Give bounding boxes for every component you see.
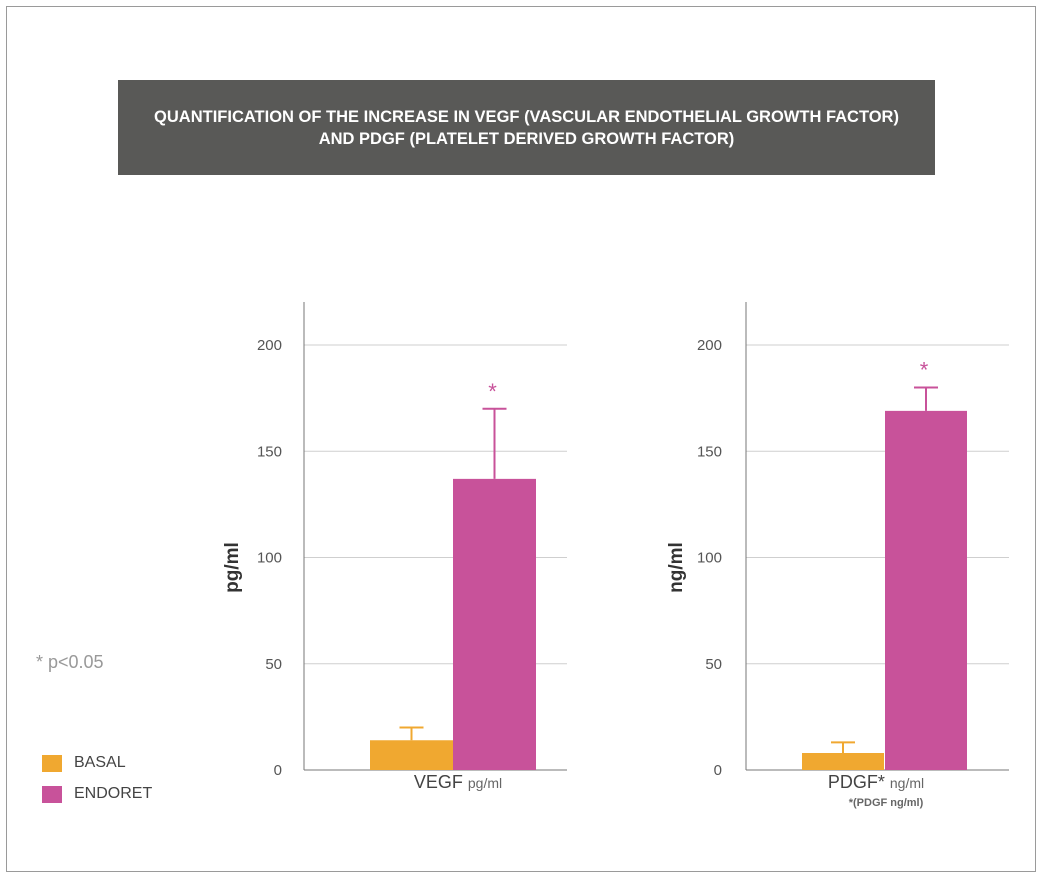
legend-item-endoret: ENDORET <box>42 783 152 805</box>
chart2-y-tick-label: 100 <box>697 550 722 567</box>
chart2-y-tick-label: 150 <box>697 443 722 460</box>
chart1-y-tick-label: 100 <box>257 550 282 567</box>
chart2-bar-basal <box>802 753 884 770</box>
chart1-y-axis-label: pg/ml <box>222 542 243 593</box>
chart1-x-label-unit: pg/ml <box>468 775 502 791</box>
chart1-y-tick-label: 50 <box>265 656 282 673</box>
chart2-x-label-main: PDGF* <box>828 772 890 792</box>
chart-title: QUANTIFICATION OF THE INCREASE IN VEGF (… <box>154 107 899 148</box>
title-banner: QUANTIFICATION OF THE INCREASE IN VEGF (… <box>118 80 935 175</box>
chart1-significance-marker: * <box>488 379 497 404</box>
chart1-x-axis-label: VEGF pg/ml <box>414 772 502 792</box>
chart2-y-tick-label: 0 <box>714 762 722 779</box>
legend-item-basal: BASAL <box>42 752 152 774</box>
chart2-y-tick-label: 200 <box>697 337 722 354</box>
significance-note: * p<0.05 <box>36 652 104 672</box>
legend-swatch-endoret <box>42 785 62 803</box>
chart1-bar-basal <box>370 740 453 770</box>
chart2-bar-endoret <box>885 410 967 770</box>
legend: BASAL ENDORET <box>42 752 152 814</box>
legend-label-basal: BASAL <box>74 754 126 771</box>
legend-label-endoret: ENDORET <box>74 785 153 802</box>
chart1-x-label-main: VEGF <box>414 772 468 792</box>
chart1-y-tick-label: 200 <box>257 337 282 354</box>
chart2-y-axis-label: ng/ml <box>666 542 687 593</box>
chart2-y-tick-label: 50 <box>705 656 722 673</box>
chart2-significance-marker: * <box>920 358 929 383</box>
legend-swatch-basal <box>42 754 62 772</box>
chart2-x-axis-label: PDGF* ng/ml <box>828 772 924 792</box>
chart1-y-tick-label: 0 <box>274 762 282 779</box>
figure-frame <box>6 6 1036 872</box>
chart2-x-label-note: *(PDGF ng/ml) <box>849 797 924 809</box>
chart2-x-label-unit: ng/ml <box>890 775 924 791</box>
chart1-bar-endoret <box>453 478 536 770</box>
chart1-y-tick-label: 150 <box>257 443 282 460</box>
